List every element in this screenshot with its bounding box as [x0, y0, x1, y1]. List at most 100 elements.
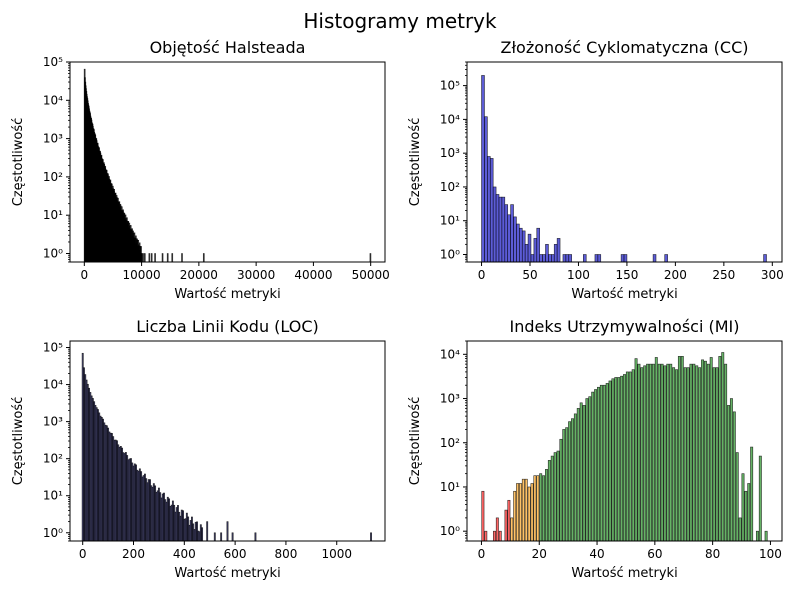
- mi-bar: [755, 530, 759, 541]
- cc-bar: [568, 254, 572, 262]
- loc-bar: [213, 532, 216, 541]
- y-tick-label: 10³: [440, 392, 460, 406]
- volume-bar: [161, 253, 164, 262]
- loc-x-axis-label: Wartość metryki: [174, 566, 280, 581]
- mi-bar: [602, 384, 606, 541]
- mi-bar: [539, 473, 543, 541]
- mi-bar: [631, 369, 635, 541]
- mi-bar: [553, 452, 557, 541]
- mi-bar: [611, 378, 615, 541]
- volume-bar: [143, 253, 146, 262]
- volume-bar: [166, 253, 169, 262]
- mi-bar: [744, 490, 748, 541]
- x-tick-label: 150: [615, 268, 638, 282]
- mi-bar: [663, 365, 667, 541]
- x-tick-label: 30000: [237, 268, 275, 282]
- cc-bar: [492, 186, 497, 262]
- figure-title: Histogramy metryk: [303, 9, 497, 33]
- mi-bar: [582, 405, 586, 541]
- loc-chart: 0 200 400 600 800 1000 10⁰ 10¹ 10² 10³ 10⁴ 10⁵ Liczb…: [11, 317, 386, 581]
- mi-bar: [628, 371, 632, 541]
- cc-bar: [484, 116, 488, 262]
- cc-bar: [565, 254, 570, 262]
- y-tick-label: 10²: [43, 452, 63, 466]
- cc-bar: [553, 244, 558, 262]
- mi-bar: [660, 363, 664, 541]
- volume-bar: [171, 253, 174, 262]
- mi-bar: [623, 374, 626, 541]
- mi-bar: [718, 356, 722, 541]
- mi-bar: [568, 421, 572, 541]
- y-tick-label: 10⁴: [440, 112, 460, 126]
- mi-bar: [727, 405, 730, 541]
- x-tick-label: 800: [274, 547, 297, 561]
- y-tick-label: 10³: [440, 146, 460, 160]
- mi-bar: [677, 356, 681, 541]
- mi-bar: [495, 517, 499, 541]
- mi-bar: [643, 365, 647, 541]
- cc-bar: [763, 254, 767, 262]
- mi-bar: [562, 429, 566, 541]
- mi-bar: [536, 475, 540, 541]
- x-tick-label: 80: [705, 547, 720, 561]
- x-tick-label: 0: [478, 547, 486, 561]
- mi-bar: [521, 478, 525, 541]
- y-tick-label: 10⁴: [440, 347, 460, 361]
- mi-bar: [675, 369, 678, 541]
- mi-bar: [764, 530, 768, 541]
- cc-bar: [548, 254, 552, 262]
- mi-bar: [573, 413, 577, 541]
- volume-bar: [150, 253, 153, 262]
- y-tick-label: 10⁴: [43, 378, 63, 392]
- y-tick-label: 10⁰: [43, 247, 63, 261]
- cc-chart-title: Złożoność Cyklomatyczna (CC): [501, 38, 749, 57]
- mi-bar: [637, 363, 641, 541]
- x-tick-label: 10000: [122, 268, 160, 282]
- mi-bar: [634, 358, 638, 541]
- loc-chart-title: Liczba Linii Kodu (LOC): [136, 317, 319, 336]
- y-tick-label: 10²: [43, 170, 63, 184]
- cc-bar: [533, 238, 538, 262]
- mi-bar: [701, 359, 704, 541]
- cc-bar: [498, 196, 503, 262]
- mi-bar: [510, 517, 514, 541]
- mi-bar: [585, 398, 589, 541]
- loc-bar: [254, 532, 257, 541]
- mi-bar: [698, 367, 702, 541]
- mi-bar: [732, 411, 736, 541]
- loc-bar: [206, 521, 209, 541]
- y-tick-label: 10¹: [440, 214, 460, 228]
- cc-chart: 0 50 100 150 200 250 300 10⁰ 10¹ 10² 10³ 10⁴ 10⁵ Złoż…: [408, 38, 784, 302]
- cc-bar: [527, 233, 532, 262]
- loc-y-axis-label: Częstotliwość: [11, 397, 26, 486]
- cc-bar: [513, 216, 517, 262]
- bars: [481, 75, 767, 262]
- mi-bar: [507, 499, 511, 541]
- mi-bar: [530, 483, 534, 541]
- x-tick-label: 20000: [180, 268, 218, 282]
- loc-bar: [226, 521, 229, 541]
- mi-bar: [556, 450, 560, 541]
- cc-bar: [530, 254, 535, 262]
- volume-y-axis-label: Częstotliwość: [11, 118, 26, 207]
- cc-bar: [583, 254, 587, 262]
- y-tick-label: 10³: [43, 415, 63, 429]
- mi-bar: [738, 517, 742, 541]
- mi-y-axis-label: Częstotliwość: [408, 397, 423, 486]
- cc-bar: [562, 254, 567, 262]
- volume-bar: [142, 253, 144, 262]
- mi-bar: [747, 483, 751, 541]
- x-tick-label: 60: [647, 547, 662, 561]
- volume-x-axis-label: Wartość metryki: [174, 287, 280, 302]
- mi-bar: [524, 478, 528, 541]
- x-tick-label: 600: [224, 547, 247, 561]
- mi-bar: [579, 402, 583, 541]
- volume-bar: [369, 253, 372, 262]
- cc-bar: [524, 244, 529, 262]
- cc-bar: [597, 254, 602, 262]
- axes-frame: [466, 340, 783, 542]
- x-tick-label: 300: [761, 268, 784, 282]
- mi-bar: [695, 365, 699, 541]
- y-tick-label: 10³: [43, 132, 63, 146]
- cc-bar: [507, 214, 511, 262]
